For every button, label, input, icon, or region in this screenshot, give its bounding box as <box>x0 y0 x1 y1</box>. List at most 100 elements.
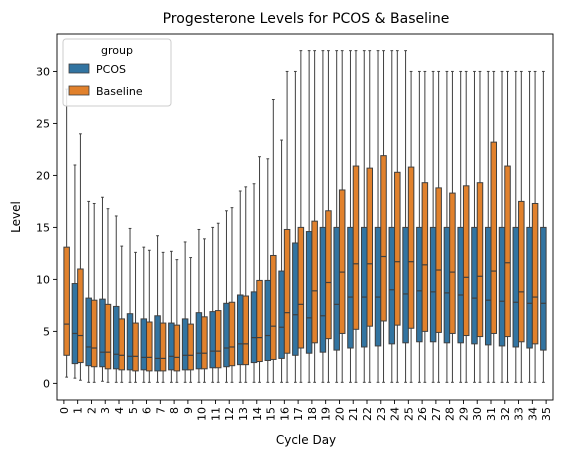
box-body <box>283 228 291 354</box>
x-tick-label: 1 <box>72 407 85 414</box>
y-tick-label: 20 <box>36 169 50 182</box>
box-body <box>292 242 299 356</box>
x-tick-label: 35 <box>540 407 553 421</box>
x-tick-label: 34 <box>526 407 539 421</box>
box-body <box>264 279 272 361</box>
x-tick-label: 5 <box>127 407 140 414</box>
box-baseline-day-13 <box>242 186 250 383</box>
box-body <box>333 226 340 351</box>
box-pcos-day-26 <box>416 70 423 383</box>
box-body <box>146 321 153 372</box>
box-baseline-day-31 <box>490 70 498 383</box>
box-pcos-day-32 <box>498 70 506 383</box>
x-tick-label: 24 <box>389 407 402 421</box>
box-baseline-day-16 <box>283 70 291 383</box>
box-baseline-day-2 <box>90 202 98 383</box>
legend-frame <box>62 38 172 107</box>
x-tick-label: 23 <box>375 407 388 421</box>
box-pcos-day-30 <box>471 70 478 383</box>
box-baseline-day-32 <box>504 70 511 383</box>
box-pcos-day-3 <box>99 196 106 382</box>
box-baseline-day-5 <box>132 251 139 383</box>
box-baseline-day-6 <box>146 249 153 383</box>
box-body <box>360 226 368 348</box>
x-tick-label: 13 <box>237 407 250 421</box>
box-pcos-day-15 <box>264 158 272 383</box>
box-baseline-day-14 <box>256 156 263 383</box>
box-body <box>471 226 478 345</box>
box-body <box>311 220 318 344</box>
box-pcos-day-4 <box>112 215 120 383</box>
box-pcos-day-20 <box>333 50 340 383</box>
box-body <box>498 226 506 347</box>
box-pcos-day-25 <box>402 50 409 383</box>
x-tick-label: 15 <box>265 407 278 421</box>
x-tick-label: 27 <box>430 407 443 421</box>
x-tick-label: 17 <box>292 407 305 421</box>
box-body <box>526 226 533 349</box>
box-body <box>512 226 520 348</box>
x-tick-label: 19 <box>320 407 333 421</box>
box-body <box>449 192 456 334</box>
box-baseline-day-10 <box>201 238 208 383</box>
box-pcos-day-29 <box>457 70 464 383</box>
box-body <box>181 318 189 371</box>
legend-label-baseline: Baseline <box>96 85 143 98</box>
box-baseline-day-4 <box>118 245 126 383</box>
box-body <box>242 295 250 366</box>
x-tick-label: 3 <box>99 407 112 414</box>
x-tick-label: 26 <box>416 407 429 421</box>
box-baseline-day-3 <box>104 208 112 383</box>
y-tick-label: 5 <box>43 325 50 338</box>
box-pcos-day-27 <box>429 70 437 383</box>
box-pcos-day-18 <box>305 50 313 383</box>
box-baseline-day-0 <box>63 88 70 378</box>
box-body <box>126 313 134 371</box>
x-tick-label: 18 <box>306 407 319 421</box>
box-body <box>187 323 194 371</box>
x-tick-label: 32 <box>499 407 512 421</box>
box-baseline-day-23 <box>380 50 387 383</box>
box-body <box>201 316 208 370</box>
x-tick-label: 31 <box>485 407 498 421</box>
legend-swatch-pcos <box>68 63 90 74</box>
box-body <box>504 165 511 338</box>
box-body <box>518 200 525 343</box>
box-pcos-day-12 <box>223 210 230 383</box>
box-body <box>476 182 484 338</box>
box-baseline-day-33 <box>518 70 525 383</box>
x-tick-label: 2 <box>85 407 98 414</box>
box-body <box>297 226 305 349</box>
box-baseline-day-22 <box>366 50 374 383</box>
legend-swatch-baseline <box>68 85 90 96</box>
box-body <box>374 226 382 347</box>
x-tick-label: 8 <box>168 407 181 414</box>
box-body <box>228 301 236 367</box>
box-pcos-day-22 <box>360 50 368 383</box>
box-baseline-day-9 <box>187 257 194 383</box>
box-pcos-day-2 <box>85 200 92 383</box>
plot-frame <box>56 33 554 401</box>
box-body <box>416 226 423 343</box>
box-body <box>319 226 327 353</box>
box-baseline-day-30 <box>476 70 484 383</box>
box-baseline-day-19 <box>325 50 332 383</box>
box-pcos-day-33 <box>512 70 520 383</box>
box-body <box>388 226 396 345</box>
box-body <box>112 305 120 370</box>
box-body <box>457 226 464 344</box>
box-pcos-day-13 <box>236 190 244 383</box>
box-body <box>462 185 470 337</box>
x-tick-label: 29 <box>457 407 470 421</box>
x-tick-label: 0 <box>58 407 71 414</box>
box-body <box>195 312 203 370</box>
box-body <box>421 182 429 332</box>
y-tick-label: 25 <box>36 117 50 130</box>
box-baseline-day-26 <box>421 70 429 383</box>
box-body <box>104 303 112 370</box>
x-tick-label: 21 <box>347 407 360 421</box>
box-pcos-day-7 <box>154 235 161 383</box>
box-pcos-day-5 <box>126 227 134 383</box>
